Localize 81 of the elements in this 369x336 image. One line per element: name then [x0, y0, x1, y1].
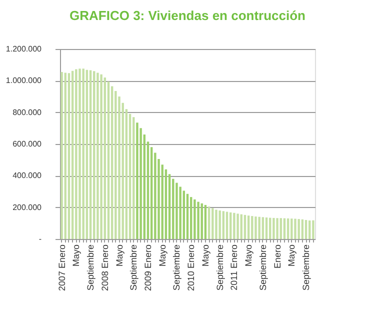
- bar: [218, 210, 221, 239]
- y-tick-label: 800.000: [12, 108, 42, 117]
- bar: [222, 211, 225, 239]
- bar: [262, 217, 264, 239]
- bar: [60, 72, 63, 239]
- bar: [226, 212, 228, 239]
- bar: [197, 202, 200, 239]
- bar: [236, 214, 239, 239]
- x-tick-label: 2007 Enero: [56, 244, 67, 292]
- bar: [272, 218, 275, 239]
- x-tick-label: Mayo: [244, 244, 254, 267]
- bar: [86, 70, 88, 239]
- bar: [312, 220, 314, 239]
- bar: [294, 218, 296, 239]
- x-tick-label: Mayo: [71, 244, 82, 267]
- bar: [104, 78, 106, 239]
- bar: [71, 70, 74, 239]
- bar: [215, 210, 218, 239]
- bar: [240, 214, 242, 239]
- x-tick-label: Septiembre: [172, 244, 182, 291]
- x-tick-label: Septiembre: [86, 244, 96, 291]
- bar: [204, 204, 207, 239]
- bar: [208, 206, 210, 239]
- y-tick-label: -: [38, 234, 42, 244]
- x-tick-label: 2011 Enero: [229, 244, 240, 290]
- y-tick-label: 400.000: [12, 171, 42, 180]
- x-tick-label: Septiembre: [214, 244, 225, 291]
- bar: [304, 220, 308, 239]
- bar: [176, 182, 178, 239]
- bar: [89, 70, 92, 239]
- bar: [233, 212, 236, 239]
- x-tick-label: Septiembre: [301, 244, 312, 291]
- bar: [283, 218, 286, 239]
- chart-title: GRAFICO 3: Viviendas en contrucción: [70, 8, 306, 23]
- bar: [93, 71, 96, 239]
- bar: [254, 216, 257, 239]
- bar: [290, 218, 293, 239]
- bar: [100, 74, 102, 239]
- x-tick-label: Enero: [272, 244, 282, 269]
- bar: [182, 190, 186, 239]
- bar: [200, 203, 203, 239]
- bar: [251, 216, 254, 239]
- bar: [308, 220, 311, 239]
- bar: [194, 199, 196, 239]
- x-tick-label: Mayo: [200, 244, 210, 267]
- bar: [298, 219, 300, 239]
- bar: [136, 122, 138, 239]
- bar: [276, 218, 278, 239]
- bar: [258, 216, 260, 239]
- x-tick-label: 2008 Enero: [100, 244, 110, 292]
- x-tick-label: Septiembre: [258, 244, 268, 291]
- bar: [179, 186, 182, 239]
- x-tick-label: Septiembre: [128, 244, 139, 291]
- bar: [107, 81, 110, 239]
- bar: [212, 208, 214, 239]
- x-tick-label: 2010 Enero: [186, 244, 196, 292]
- x-tick-label: 2009 Enero: [142, 244, 153, 292]
- bar: [78, 68, 81, 239]
- y-tick-label: 1.200.000: [6, 44, 42, 54]
- bar: [286, 218, 290, 239]
- bar: [269, 218, 272, 239]
- bar: [186, 194, 189, 239]
- bar: [244, 214, 246, 239]
- bar: [280, 218, 282, 239]
- bar: [82, 68, 84, 239]
- bar: [132, 117, 135, 239]
- bar: [265, 217, 268, 239]
- y-tick-label: 600.000: [12, 140, 42, 148]
- x-tick-label: Mayo: [286, 244, 297, 267]
- bar: [301, 219, 304, 239]
- bar: [96, 72, 99, 239]
- bar: [68, 73, 70, 239]
- x-tick-label: Mayo: [157, 244, 168, 267]
- bar: [75, 69, 78, 239]
- bar: [247, 216, 250, 239]
- x-tick-label: Mayo: [114, 244, 124, 267]
- bar: [230, 212, 232, 239]
- bar: [64, 72, 66, 239]
- bar: [190, 197, 192, 239]
- y-tick-label: 1.000.000: [6, 76, 42, 86]
- y-tick-label: 200.000: [12, 202, 42, 212]
